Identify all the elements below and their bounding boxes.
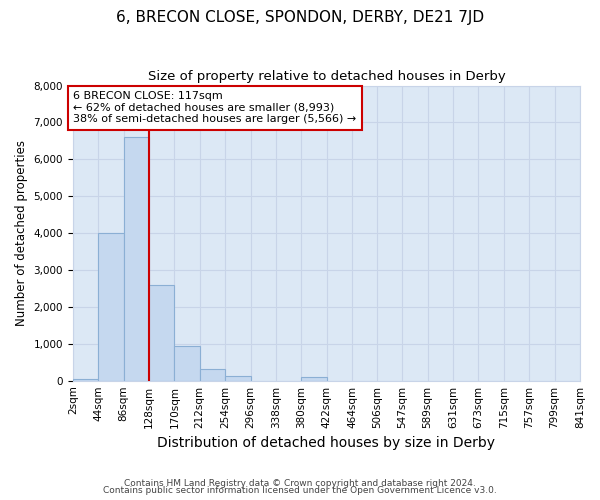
Text: 6 BRECON CLOSE: 117sqm
← 62% of detached houses are smaller (8,993)
38% of semi-: 6 BRECON CLOSE: 117sqm ← 62% of detached… — [73, 91, 356, 124]
Text: 6, BRECON CLOSE, SPONDON, DERBY, DE21 7JD: 6, BRECON CLOSE, SPONDON, DERBY, DE21 7J… — [116, 10, 484, 25]
Bar — [73, 379, 98, 380]
Bar — [98, 233, 124, 380]
Bar — [124, 137, 149, 380]
Bar — [200, 369, 225, 380]
Bar — [225, 376, 251, 380]
Text: Contains public sector information licensed under the Open Government Licence v3: Contains public sector information licen… — [103, 486, 497, 495]
Title: Size of property relative to detached houses in Derby: Size of property relative to detached ho… — [148, 70, 505, 83]
Y-axis label: Number of detached properties: Number of detached properties — [15, 140, 28, 326]
Bar — [149, 285, 175, 380]
X-axis label: Distribution of detached houses by size in Derby: Distribution of detached houses by size … — [157, 436, 496, 450]
Text: Contains HM Land Registry data © Crown copyright and database right 2024.: Contains HM Land Registry data © Crown c… — [124, 478, 476, 488]
Bar — [175, 346, 200, 380]
Bar — [301, 377, 326, 380]
